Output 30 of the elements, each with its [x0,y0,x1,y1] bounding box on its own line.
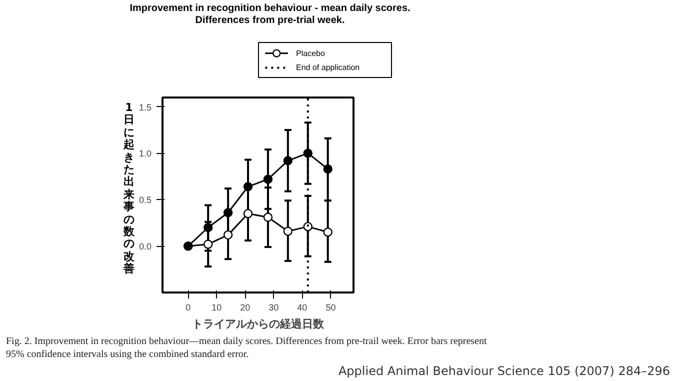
x-tick-label: 20 [240,302,250,312]
point [263,174,273,184]
y-tick-label: 1.5 [138,102,152,112]
x-tick-label: 50 [326,302,336,312]
text: 1日に起きた出来事の数の改善 [124,101,134,276]
point [323,164,332,174]
chart-title: Improvement in recognition behaviour - mean daily scores. [130,3,410,14]
point [283,156,293,166]
legend-label: End of application [296,63,360,72]
y-tick-label: 0.0 [138,242,152,252]
text: 95% confidence intervals using the combined standard error. [6,349,249,360]
x-tick-label: 10 [212,302,222,312]
point [243,208,253,218]
point [303,222,312,232]
chart-subtitle: Differences from pre-trial week. [195,15,345,26]
legend-label: Placebo [296,48,326,58]
point [243,182,253,192]
y-tick-label: 1.0 [138,148,152,159]
text: Applied Animal Behaviour Science 105 (2007) 284–296 [337,363,670,380]
x-tick-label: 40 [297,302,308,312]
point [204,240,213,249]
point [283,226,293,236]
point [303,148,312,158]
x-tick-label: 0 [186,302,191,312]
y-tick-label: 0.5 [138,195,152,206]
x-axis-title: トライアルからの経過日数 [192,318,325,330]
caption: Fig. 2. Improvement in recognition behaviour—mean daily scores. Differences from pre-trail week. Error bars represent [6,336,487,347]
x-tick-label: 30 [268,302,279,312]
point [323,228,332,237]
point [263,212,273,222]
